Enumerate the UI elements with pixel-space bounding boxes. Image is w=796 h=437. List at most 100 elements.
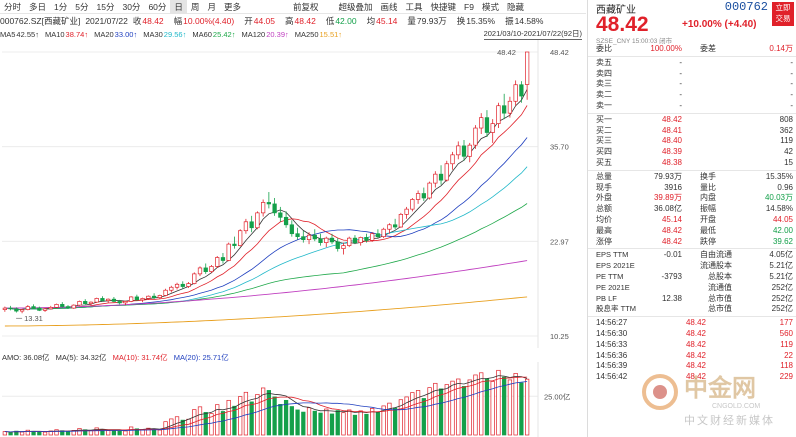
candle-body xyxy=(301,236,306,240)
period-tab[interactable]: 日 xyxy=(170,0,187,14)
tick-time: 14:56:30 xyxy=(596,328,628,338)
amo-value: AMO: 36.08亿 xyxy=(2,353,50,362)
quote-field: 开44.05 xyxy=(244,15,280,27)
date-range[interactable]: 2021/03/10-2021/07/22(92日) xyxy=(483,29,582,40)
period-tab[interactable]: 30分 xyxy=(122,1,141,12)
candle-body xyxy=(174,283,180,288)
fundamental-label: 总股本 xyxy=(708,271,732,281)
toolbar-button[interactable]: 画线 xyxy=(380,1,398,12)
period-tab[interactable]: 多日 xyxy=(29,1,47,12)
divider xyxy=(588,169,796,171)
candle-body xyxy=(467,144,472,157)
fundamental-label: 总市值 xyxy=(708,304,732,314)
stat-row: 总量 79.93万 换手 15.35% xyxy=(588,172,796,183)
tick-time: 14:56:27 xyxy=(596,318,628,328)
ma-line xyxy=(4,203,528,310)
period-tab[interactable]: 更多 xyxy=(223,1,241,12)
bid-label: 买五 xyxy=(596,157,612,167)
quote-field: 幅10.00%(4.40) xyxy=(174,15,240,27)
ask-qty: - xyxy=(790,57,793,67)
stat-label: 最低 xyxy=(700,225,716,235)
ma-name: MA10 xyxy=(44,29,65,39)
candle-body xyxy=(502,105,507,114)
candle-body xyxy=(341,245,346,249)
amount-bar xyxy=(232,405,237,436)
candle-body xyxy=(83,301,88,304)
period-tab[interactable]: 1分 xyxy=(54,1,68,12)
ma-line xyxy=(4,105,528,310)
candle-body xyxy=(295,233,300,238)
fundamental-value: 5.21亿 xyxy=(769,261,793,271)
stat-label: 最高 xyxy=(596,225,612,235)
amount-bar xyxy=(387,402,392,436)
bid-qty: 42 xyxy=(784,147,793,157)
high-marker-label: 48.42 xyxy=(497,48,516,57)
candle-body xyxy=(2,307,7,310)
ask-label: 卖二 xyxy=(596,90,612,100)
tick-row: 14:56:30 48.42 560 xyxy=(588,329,796,340)
candle-body xyxy=(427,182,432,199)
quote-field-value: 15.35% xyxy=(466,16,496,26)
toolbar-button[interactable]: 工具 xyxy=(405,1,423,12)
ma-value: 15.51↑ xyxy=(319,29,343,39)
period-tab[interactable]: 分时 xyxy=(4,1,22,12)
event-marker: * xyxy=(336,40,339,44)
amount-bar xyxy=(94,427,99,436)
candle-body xyxy=(255,212,260,229)
period-tab[interactable]: 周 xyxy=(190,1,200,12)
period-tab[interactable]: 5分 xyxy=(75,1,89,12)
candle-body xyxy=(106,298,111,302)
toolbar-button[interactable]: 快捷键 xyxy=(430,1,457,12)
trade-now-button[interactable]: 立即交易 xyxy=(772,2,794,26)
period-tab[interactable]: 15分 xyxy=(96,1,115,12)
amount-bar xyxy=(438,388,444,436)
amount-chart[interactable]: 25.00亿 xyxy=(0,362,586,437)
candle-body xyxy=(197,267,203,275)
bid-qty: 362 xyxy=(779,125,793,135)
stat-label: 振幅 xyxy=(700,204,716,214)
ask-label: 卖一 xyxy=(596,100,612,110)
amount-bar xyxy=(54,429,59,436)
amount-bar xyxy=(421,398,426,436)
candle-body xyxy=(525,51,530,85)
toolbar-button[interactable]: F9 xyxy=(464,1,474,12)
amount-bar xyxy=(37,431,42,436)
market-status: SZSE_CNY 15:00:03 闭市 xyxy=(596,38,673,45)
quote-field: 高48.42 xyxy=(285,15,321,27)
tick-qty: 118 xyxy=(780,361,793,371)
quote-field-value: 45.14 xyxy=(376,16,398,26)
ask-qty: - xyxy=(790,100,793,110)
stat-value: 0.96 xyxy=(777,182,793,192)
quote-field: 换15.35% xyxy=(457,15,500,27)
amount-bar xyxy=(410,392,415,436)
toolbar-button[interactable]: 模式 xyxy=(481,1,499,12)
ma-value: 38.74↑ xyxy=(65,29,89,39)
period-tab[interactable]: 60分 xyxy=(148,1,167,12)
candle-body xyxy=(410,199,415,210)
low-marker-label: 13.31 xyxy=(24,314,43,323)
amount-bar xyxy=(77,428,82,436)
amount-bar xyxy=(479,372,484,436)
toolbar-button[interactable]: 超级叠加 xyxy=(338,1,373,12)
event-marker: * xyxy=(181,40,184,44)
amount-bar xyxy=(513,373,518,436)
period-tab[interactable]: 月 xyxy=(207,1,216,12)
event-marker: * xyxy=(319,40,322,44)
candlestick-chart[interactable]: 48.42 35.70 22.97 10.25 48.42 13.31 * * * * * * * * * *… xyxy=(0,40,586,348)
bid-qty: 119 xyxy=(780,136,793,146)
tick-qty: 119 xyxy=(780,339,793,349)
candle-body xyxy=(404,208,409,215)
ma-value: 42.55↑ xyxy=(16,29,39,39)
ma-legend-item: MA6025.42↑ xyxy=(192,30,235,39)
amount-bar xyxy=(358,410,363,436)
toolbar-button[interactable]: 前复权 xyxy=(292,1,319,12)
candle-body xyxy=(14,308,19,312)
fundamental-value: -0.01 xyxy=(663,250,682,260)
toolbar-button[interactable]: 隐藏 xyxy=(506,1,524,12)
amount-bar xyxy=(255,394,260,436)
candle-body xyxy=(318,238,323,243)
amo-ma20: MA(20): 25.71亿 xyxy=(173,353,229,362)
weibi-value: 100.00% xyxy=(650,44,682,53)
ma-line xyxy=(4,89,528,310)
candle-body xyxy=(358,237,363,243)
